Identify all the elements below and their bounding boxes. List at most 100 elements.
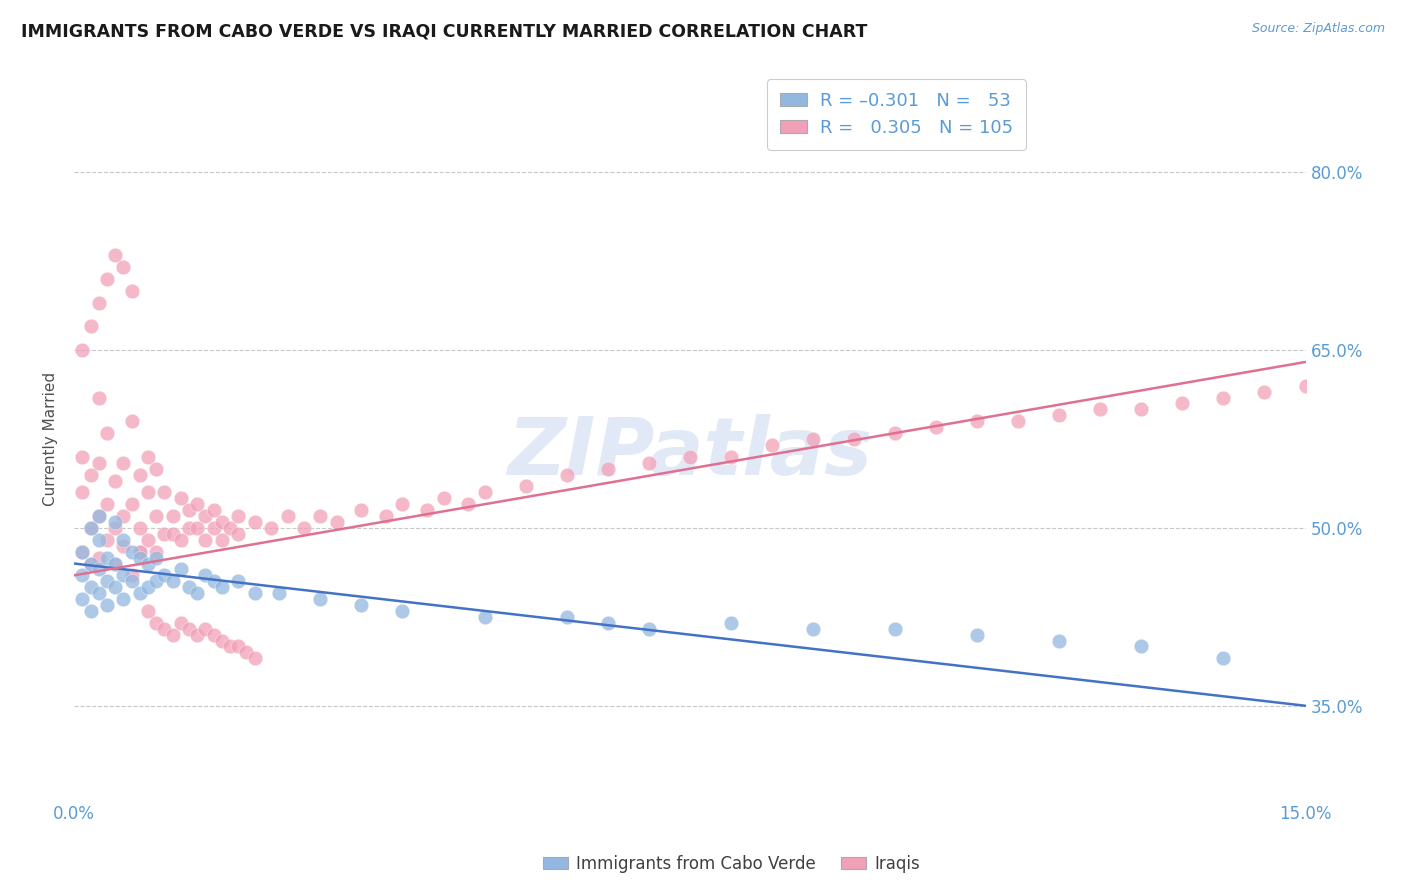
Point: [235, 645, 257, 659]
Point: [202, 503, 225, 517]
Point: [121, 544, 143, 558]
Point: [128, 467, 150, 482]
Point: [177, 622, 200, 636]
Point: [145, 615, 167, 630]
Point: [391, 497, 413, 511]
Point: [1130, 640, 1153, 654]
Point: [842, 432, 865, 446]
Point: [226, 574, 249, 589]
Point: [1047, 409, 1070, 423]
Point: [145, 544, 167, 558]
Point: [87, 533, 110, 547]
Point: [72, 450, 94, 464]
Point: [87, 550, 110, 565]
Point: [145, 574, 167, 589]
Point: [457, 497, 479, 511]
Text: Source: ZipAtlas.com: Source: ZipAtlas.com: [1251, 22, 1385, 36]
Point: [801, 622, 824, 636]
Point: [145, 509, 167, 524]
Point: [87, 391, 110, 405]
Text: ZIPatlas: ZIPatlas: [508, 415, 872, 492]
Point: [391, 604, 413, 618]
Point: [112, 568, 135, 582]
Point: [128, 550, 150, 565]
Point: [202, 574, 225, 589]
Point: [162, 574, 184, 589]
Point: [153, 485, 176, 500]
Point: [87, 509, 110, 524]
Point: [96, 426, 118, 441]
Point: [884, 622, 907, 636]
Point: [194, 622, 217, 636]
Point: [679, 450, 702, 464]
Point: [121, 284, 143, 298]
Point: [194, 533, 217, 547]
Point: [326, 515, 349, 529]
Point: [128, 544, 150, 558]
Point: [121, 574, 143, 589]
Point: [96, 574, 118, 589]
Point: [884, 426, 907, 441]
Point: [350, 598, 373, 612]
Point: [202, 627, 225, 641]
Point: [515, 479, 537, 493]
Point: [432, 491, 454, 506]
Point: [170, 562, 193, 576]
Point: [72, 544, 94, 558]
Point: [153, 568, 176, 582]
Point: [72, 592, 94, 607]
Point: [966, 627, 988, 641]
Point: [555, 610, 578, 624]
Y-axis label: Currently Married: Currently Married: [44, 372, 58, 506]
Point: [153, 622, 176, 636]
Point: [72, 485, 94, 500]
Point: [121, 414, 143, 428]
Point: [128, 586, 150, 600]
Point: [925, 420, 948, 434]
Point: [112, 592, 135, 607]
Point: [79, 604, 101, 618]
Point: [162, 509, 184, 524]
Point: [186, 521, 208, 535]
Point: [79, 467, 101, 482]
Point: [211, 633, 233, 648]
Legend: R = –0.301   N =   53, R =   0.305   N = 105: R = –0.301 N = 53, R = 0.305 N = 105: [768, 79, 1025, 150]
Point: [79, 521, 101, 535]
Point: [1253, 384, 1275, 399]
Point: [186, 497, 208, 511]
Point: [121, 568, 143, 582]
Point: [79, 580, 101, 594]
Point: [136, 580, 159, 594]
Point: [136, 485, 159, 500]
Point: [211, 580, 233, 594]
Point: [309, 592, 332, 607]
Point: [136, 533, 159, 547]
Legend: Immigrants from Cabo Verde, Iraqis: Immigrants from Cabo Verde, Iraqis: [536, 848, 927, 880]
Point: [761, 438, 783, 452]
Point: [177, 580, 200, 594]
Point: [79, 557, 101, 571]
Point: [87, 562, 110, 576]
Point: [1047, 633, 1070, 648]
Point: [136, 557, 159, 571]
Point: [87, 456, 110, 470]
Point: [1007, 414, 1029, 428]
Point: [211, 533, 233, 547]
Point: [194, 509, 217, 524]
Point: [96, 497, 118, 511]
Point: [219, 521, 242, 535]
Point: [162, 627, 184, 641]
Point: [1171, 396, 1194, 410]
Point: [720, 450, 742, 464]
Point: [96, 533, 118, 547]
Point: [104, 521, 127, 535]
Point: [79, 521, 101, 535]
Point: [596, 615, 619, 630]
Point: [153, 527, 176, 541]
Point: [104, 580, 127, 594]
Point: [966, 414, 988, 428]
Point: [350, 503, 373, 517]
Point: [104, 248, 127, 262]
Point: [277, 509, 299, 524]
Point: [260, 521, 283, 535]
